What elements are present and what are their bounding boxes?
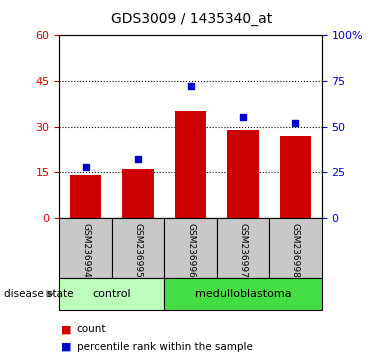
Text: count: count [77, 324, 106, 334]
Text: ■: ■ [61, 324, 72, 334]
Bar [217, 218, 269, 278]
Bar [175, 112, 206, 218]
Bar [269, 218, 322, 278]
Bar [164, 218, 217, 278]
Bar [70, 175, 101, 218]
Bar [227, 130, 259, 218]
Bar [122, 169, 154, 218]
Bar [59, 278, 164, 310]
Text: GSM236995: GSM236995 [134, 223, 142, 278]
Bar [164, 278, 322, 310]
Text: medulloblastoma: medulloblastoma [195, 289, 291, 299]
Text: GSM236994: GSM236994 [81, 223, 90, 277]
Text: control: control [93, 289, 131, 299]
Text: disease state: disease state [4, 289, 73, 299]
Bar [59, 218, 112, 278]
Text: GSM236996: GSM236996 [186, 223, 195, 278]
Text: percentile rank within the sample: percentile rank within the sample [77, 342, 252, 352]
Bar [280, 136, 311, 218]
Text: GSM236998: GSM236998 [291, 223, 300, 278]
Text: GSM236997: GSM236997 [239, 223, 247, 278]
Text: ■: ■ [61, 342, 72, 352]
Bar [112, 218, 164, 278]
Text: GDS3009 / 1435340_at: GDS3009 / 1435340_at [111, 12, 272, 27]
